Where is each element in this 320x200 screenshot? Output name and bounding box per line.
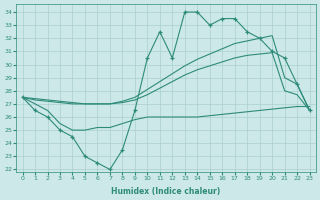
X-axis label: Humidex (Indice chaleur): Humidex (Indice chaleur) bbox=[111, 187, 221, 196]
